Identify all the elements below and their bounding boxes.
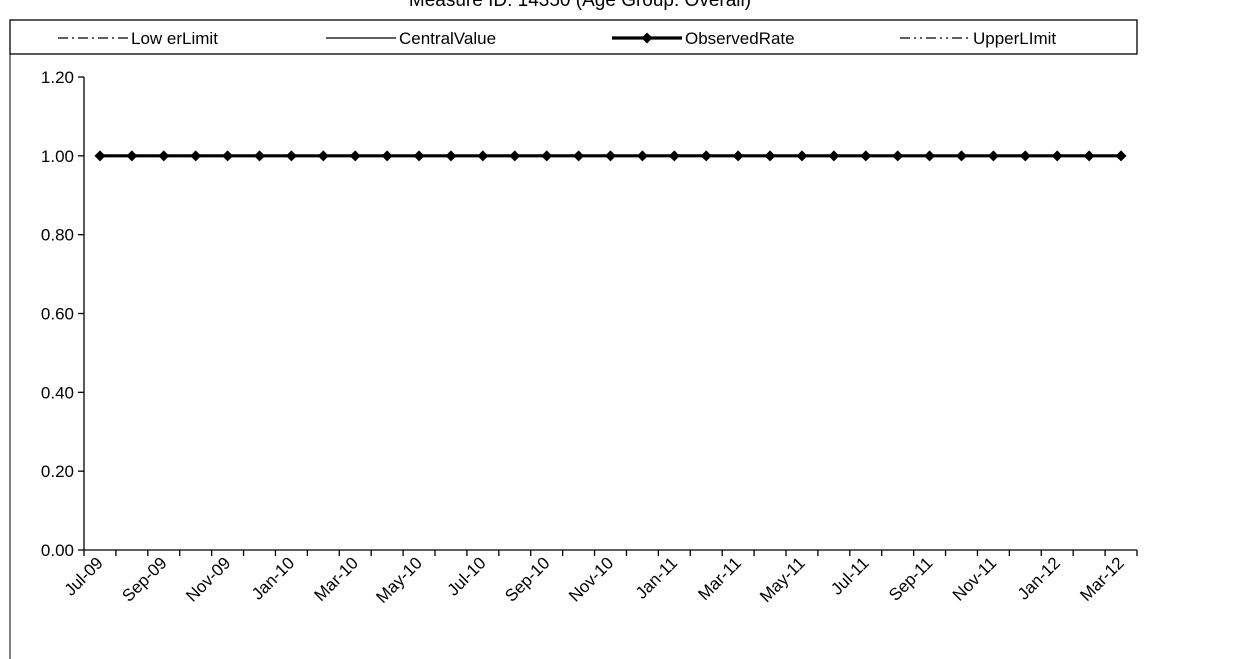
x-tick-label: Sep-11 <box>885 553 936 604</box>
x-tick-label: Jul-09 <box>61 553 107 599</box>
data-point <box>956 150 967 162</box>
data-point <box>349 150 361 162</box>
y-tick-label: 0.80 <box>41 226 74 245</box>
legend-label: Low erLimit <box>131 29 218 48</box>
data-point <box>285 150 297 162</box>
y-ticks: 0.00 0.20 0.40 0.60 0.80 1.00 1.20 <box>41 68 84 560</box>
x-tick-label: Nov-10 <box>565 553 617 605</box>
data-point <box>126 150 138 162</box>
data-point <box>317 150 329 162</box>
y-tick-label: 1.00 <box>41 147 74 166</box>
x-tick-label: Nov-11 <box>949 553 1000 604</box>
data-point <box>987 150 999 162</box>
data-point <box>477 150 489 162</box>
x-tick-label: Jan-12 <box>1014 553 1064 603</box>
data-point <box>764 150 776 162</box>
data-point <box>381 150 393 162</box>
data-point <box>541 150 553 162</box>
legend <box>9 19 1138 55</box>
data-point <box>1051 150 1063 162</box>
legend-label: UpperLImit <box>973 29 1056 48</box>
data-point <box>445 150 457 162</box>
data-point <box>828 150 840 162</box>
y-tick-label: 0.40 <box>41 383 74 402</box>
x-tick-label: Mar-11 <box>694 553 745 604</box>
y-tick-label: 0.60 <box>41 305 74 324</box>
data-point <box>700 150 712 162</box>
data-point <box>158 150 170 162</box>
data-point <box>254 150 265 162</box>
legend-marker <box>641 32 653 44</box>
legend-items: Low erLimit CentralValue ObservedRate Upper… <box>58 29 1056 48</box>
x-tick-label: Jan-10 <box>248 553 298 603</box>
x-tick-label: Mar-12 <box>1076 553 1128 605</box>
data-point <box>1115 150 1127 162</box>
legend-label: CentralValue <box>399 29 496 48</box>
x-tick-label: Sep-10 <box>501 553 553 605</box>
data-point <box>636 150 648 162</box>
x-ticks: Jul-09 Sep-09 Nov-09 Jan-10 Mar-10 May-10 Jul-… <box>61 550 1138 607</box>
data-point <box>413 150 425 162</box>
data-point <box>94 150 106 162</box>
data-point <box>860 150 872 162</box>
x-tick-label: Jul-10 <box>444 553 490 599</box>
y-tick-label: 0.00 <box>41 541 74 560</box>
data-point <box>605 150 616 162</box>
x-tick-label: Mar-10 <box>311 553 363 605</box>
data-point <box>668 150 680 162</box>
data-point <box>509 150 521 162</box>
axes <box>83 77 1137 551</box>
legend-box <box>9 19 1138 55</box>
data-point <box>222 150 234 162</box>
series-layer <box>94 150 1127 162</box>
data-point <box>1019 150 1031 162</box>
x-tick-label: May-10 <box>372 553 426 607</box>
data-point <box>924 150 936 162</box>
chart-title: Measure ID: 14350 (Age Group: Overall) <box>408 0 752 11</box>
data-point <box>1083 150 1095 162</box>
y-tick-label: 0.20 <box>41 462 74 481</box>
x-tick-label: Sep-09 <box>118 553 170 605</box>
data-point <box>732 150 744 162</box>
data-point <box>892 150 904 162</box>
data-point <box>190 150 202 162</box>
x-tick-label: Jul-11 <box>827 553 872 598</box>
data-point <box>573 150 585 162</box>
x-tick-label: Nov-09 <box>182 553 234 605</box>
y-tick-label: 1.20 <box>41 68 74 87</box>
x-tick-label: May-11 <box>756 553 809 606</box>
x-tick-label: Jan-11 <box>632 553 681 602</box>
legend-label: ObservedRate <box>685 29 795 48</box>
data-point <box>796 150 808 162</box>
